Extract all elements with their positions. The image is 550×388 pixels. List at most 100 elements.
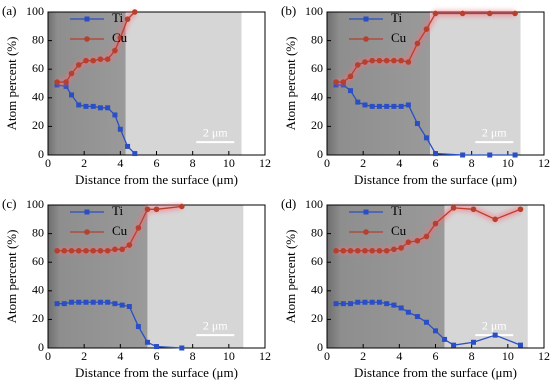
x-tick-label: 8 (190, 349, 196, 363)
marker (362, 102, 368, 108)
y-axis-label: Atom percent (%) (283, 37, 298, 131)
marker (376, 299, 382, 305)
marker (347, 247, 354, 254)
x-tick-label: 6 (154, 156, 160, 170)
marker (333, 301, 339, 307)
legend-label: Ti (112, 10, 123, 25)
marker (355, 299, 361, 305)
marker (423, 26, 430, 32)
marker (75, 247, 82, 254)
marker (179, 345, 185, 351)
legend-marker (84, 209, 90, 215)
x-tick-label: 4 (396, 156, 402, 170)
marker (97, 299, 103, 305)
scale-bar-label: 2 μm (482, 125, 507, 139)
marker (376, 57, 383, 64)
legend-marker (84, 229, 90, 235)
x-tick-label: 2 (81, 156, 87, 170)
y-tick-label: 20 (32, 118, 44, 132)
marker (54, 247, 60, 254)
marker (119, 302, 125, 308)
marker (391, 246, 397, 253)
marker (517, 206, 524, 213)
x-axis-label: Distance from the surface (μm) (354, 172, 517, 187)
marker (486, 10, 493, 17)
marker (68, 70, 75, 77)
marker (405, 102, 411, 108)
scale-bar-label: 2 μm (482, 318, 507, 332)
marker (126, 242, 133, 248)
marker (362, 247, 368, 254)
x-tick-label: 6 (154, 349, 160, 363)
marker (135, 225, 142, 231)
legend-marker (84, 16, 90, 22)
x-tick-label: 4 (396, 349, 402, 363)
marker (405, 309, 411, 315)
marker (179, 203, 185, 210)
legend-marker (363, 229, 369, 235)
x-tick-label: 0 (45, 156, 51, 170)
marker (384, 301, 390, 307)
panel-label: (d) (281, 196, 296, 211)
marker (112, 246, 118, 253)
y-tick-label: 20 (311, 118, 323, 132)
marker (333, 79, 339, 85)
marker (135, 324, 141, 330)
marker (144, 339, 150, 345)
legend-label: Ti (112, 203, 123, 218)
marker (369, 103, 375, 109)
x-tick-label: 6 (433, 349, 439, 363)
marker (369, 57, 376, 64)
marker (362, 299, 368, 305)
x-axis-label: Distance from the surface (μm) (75, 172, 238, 187)
micrograph-light (444, 205, 528, 348)
marker (333, 247, 339, 254)
marker (144, 206, 151, 213)
y-axis-label: Atom percent (%) (4, 230, 19, 324)
marker (405, 239, 412, 245)
marker (376, 247, 383, 254)
legend-label: Cu (112, 30, 128, 45)
marker (76, 102, 82, 108)
marker (492, 216, 498, 223)
marker (376, 103, 382, 109)
x-tick-label: 8 (190, 156, 196, 170)
y-tick-label: 80 (311, 225, 323, 239)
panel-label: (c) (2, 196, 16, 211)
marker (398, 103, 404, 109)
x-tick-label: 4 (117, 349, 123, 363)
y-tick-label: 60 (32, 254, 44, 268)
plot-frame (47, 11, 266, 156)
marker (450, 205, 457, 211)
marker (90, 247, 97, 254)
x-tick-label: 12 (259, 156, 271, 170)
marker (355, 99, 361, 105)
legend-label: Cu (391, 30, 407, 45)
marker (492, 332, 498, 338)
y-tick-label: 100 (305, 4, 323, 18)
panel-label: (a) (2, 3, 16, 18)
legend-label: Cu (112, 223, 128, 238)
marker (76, 299, 82, 305)
marker (125, 143, 131, 149)
x-tick-label: 6 (433, 156, 439, 170)
y-tick-label: 0 (317, 147, 323, 161)
scale-bar-label: 2 μm (203, 318, 228, 332)
x-tick-label: 10 (223, 156, 235, 170)
y-tick-label: 80 (311, 32, 323, 46)
marker (97, 105, 103, 111)
marker (414, 314, 420, 320)
marker (104, 56, 111, 62)
legend-marker (363, 209, 369, 215)
marker (354, 62, 361, 68)
marker (112, 112, 118, 118)
y-tick-label: 0 (317, 340, 323, 354)
x-tick-label: 8 (469, 349, 475, 363)
micrograph-light (430, 12, 521, 155)
y-tick-label: 0 (38, 147, 44, 161)
x-axis-label: Distance from the surface (μm) (354, 365, 517, 380)
marker (61, 301, 67, 307)
marker (132, 9, 138, 15)
micrograph-dark (48, 205, 148, 348)
y-axis-label: Atom percent (%) (4, 37, 19, 131)
